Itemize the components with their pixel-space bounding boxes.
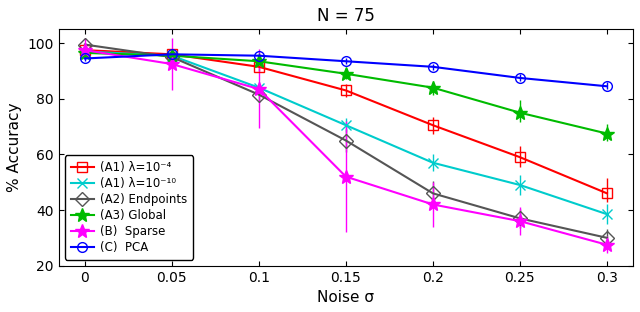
(C)  PCA	[342, 59, 349, 63]
(B)  Sparse	[81, 48, 89, 52]
(A3) Global	[516, 111, 524, 115]
(C)  PCA	[168, 52, 176, 56]
(A2) Endpoints	[342, 139, 349, 142]
(A2) Endpoints	[429, 192, 436, 195]
Line: (A2) Endpoints: (A2) Endpoints	[80, 40, 612, 243]
(A1) λ=10⁻⁴	[81, 48, 89, 52]
(A1) λ=10⁻⁴	[168, 52, 176, 56]
(A1) λ=10⁻⁴	[603, 192, 611, 195]
(A2) Endpoints	[603, 236, 611, 240]
(A1) λ=10⁻¹⁰	[168, 54, 176, 58]
Line: (A1) λ=10⁻⁴: (A1) λ=10⁻⁴	[80, 45, 612, 198]
(A1) λ=10⁻¹⁰	[603, 212, 611, 216]
(B)  Sparse	[516, 219, 524, 223]
Line: (B)  Sparse: (B) Sparse	[78, 43, 614, 252]
(A1) λ=10⁻⁴	[255, 65, 262, 69]
(B)  Sparse	[255, 87, 262, 91]
(A1) λ=10⁻¹⁰	[429, 161, 436, 165]
(A1) λ=10⁻¹⁰	[516, 183, 524, 187]
(B)  Sparse	[429, 202, 436, 206]
(A1) λ=10⁻¹⁰	[81, 50, 89, 53]
(A3) Global	[429, 86, 436, 90]
X-axis label: Noise σ: Noise σ	[317, 290, 374, 305]
(A3) Global	[603, 132, 611, 135]
(B)  Sparse	[603, 243, 611, 247]
(A2) Endpoints	[516, 217, 524, 220]
(A2) Endpoints	[255, 93, 262, 96]
(C)  PCA	[255, 54, 262, 58]
(B)  Sparse	[168, 62, 176, 66]
(A3) Global	[81, 51, 89, 55]
(C)  PCA	[81, 56, 89, 60]
Y-axis label: % Accuracy: % Accuracy	[7, 103, 22, 192]
(A2) Endpoints	[168, 55, 176, 59]
Line: (A3) Global: (A3) Global	[78, 46, 614, 140]
(A3) Global	[255, 59, 262, 63]
(A1) λ=10⁻⁴	[429, 123, 436, 127]
(B)  Sparse	[342, 175, 349, 178]
Line: (A1) λ=10⁻¹⁰: (A1) λ=10⁻¹⁰	[80, 47, 612, 219]
(A1) λ=10⁻⁴	[342, 89, 349, 92]
Title: N = 75: N = 75	[317, 7, 375, 25]
(C)  PCA	[516, 76, 524, 80]
(A3) Global	[342, 72, 349, 76]
Legend: (A1) λ=10⁻⁴, (A1) λ=10⁻¹⁰, (A2) Endpoints, (A3) Global, (B)  Sparse, (C)  PCA: (A1) λ=10⁻⁴, (A1) λ=10⁻¹⁰, (A2) Endpoint…	[65, 155, 193, 260]
(A2) Endpoints	[81, 43, 89, 46]
(A3) Global	[168, 54, 176, 58]
(C)  PCA	[603, 85, 611, 88]
(A1) λ=10⁻⁴	[516, 155, 524, 159]
(A1) λ=10⁻¹⁰	[255, 86, 262, 90]
(A1) λ=10⁻¹⁰	[342, 123, 349, 127]
Line: (C)  PCA: (C) PCA	[80, 49, 612, 91]
(C)  PCA	[429, 65, 436, 69]
